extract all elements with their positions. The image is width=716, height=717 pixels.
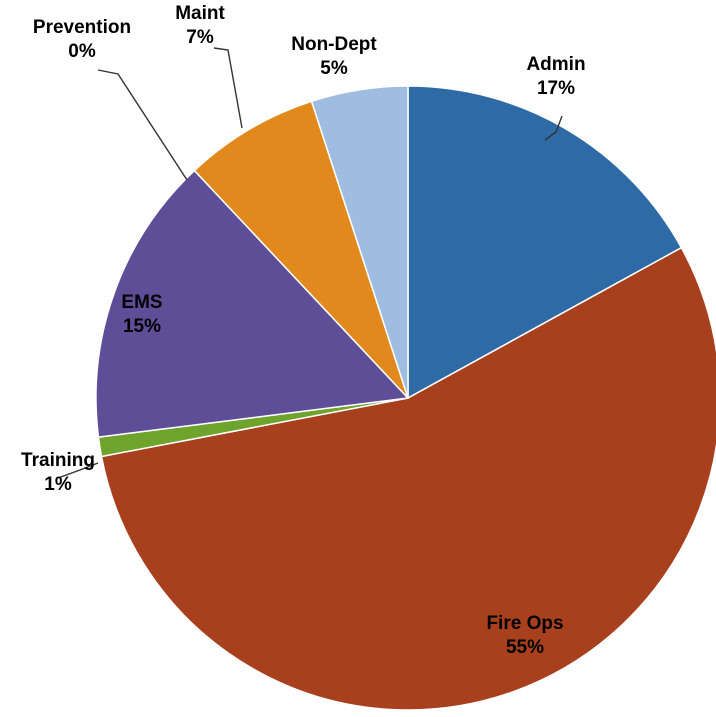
leader-line-training xyxy=(57,462,99,479)
slice-value-prevention: 0% xyxy=(68,41,96,62)
slice-label-training: Training xyxy=(21,450,95,471)
slice-value-training: 1% xyxy=(44,474,72,495)
slice-label-non-dept: Non-Dept xyxy=(291,34,377,55)
leader-lines xyxy=(57,47,563,479)
pie-slice-ems xyxy=(95,169,410,438)
slice-label-admin: Admin xyxy=(526,54,585,75)
leader-line-maint xyxy=(213,47,243,129)
pie-slice-maint xyxy=(193,100,409,399)
leader-line-admin xyxy=(544,115,563,141)
slice-labels: Admin 17% Fire Ops 55% Training 1% EMS 15% Preve… xyxy=(21,3,586,658)
slice-value-admin: 17% xyxy=(537,78,575,99)
slice-label-fire-ops: Fire Ops xyxy=(486,613,563,634)
slice-label-ems: EMS xyxy=(121,292,162,313)
leader-line-prevention xyxy=(97,69,188,181)
slice-label-prevention: Prevention xyxy=(33,17,131,38)
slice-label-maint: Maint xyxy=(175,3,225,24)
pie-slice-fire-ops xyxy=(100,246,716,711)
slice-value-fire-ops: 55% xyxy=(506,637,544,658)
slice-value-ems: 15% xyxy=(123,316,161,337)
pie-slice-non-dept xyxy=(310,85,409,399)
slice-value-maint: 7% xyxy=(186,27,214,48)
pie-slices xyxy=(95,85,716,711)
slice-value-non-dept: 5% xyxy=(320,58,348,79)
pie-slice-admin xyxy=(407,85,683,400)
